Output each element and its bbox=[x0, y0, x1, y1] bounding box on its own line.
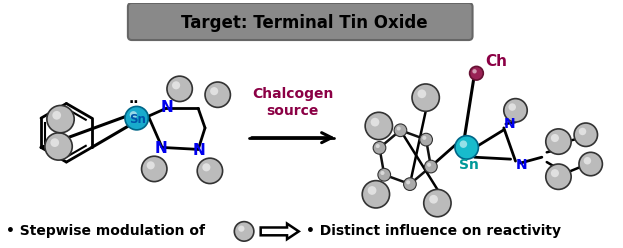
Circle shape bbox=[202, 163, 211, 171]
Circle shape bbox=[508, 103, 516, 111]
Circle shape bbox=[404, 178, 416, 190]
Text: N: N bbox=[504, 117, 515, 131]
Circle shape bbox=[205, 82, 231, 107]
Circle shape bbox=[551, 134, 559, 142]
Circle shape bbox=[47, 105, 74, 133]
Circle shape bbox=[45, 133, 72, 160]
Circle shape bbox=[378, 168, 391, 181]
Circle shape bbox=[210, 87, 218, 95]
Circle shape bbox=[420, 133, 432, 146]
Circle shape bbox=[546, 129, 571, 154]
Circle shape bbox=[197, 158, 222, 184]
Circle shape bbox=[460, 140, 467, 148]
Circle shape bbox=[130, 111, 137, 119]
Circle shape bbox=[362, 181, 389, 208]
Text: N: N bbox=[193, 143, 206, 158]
Circle shape bbox=[504, 99, 527, 122]
Text: Sn: Sn bbox=[459, 158, 478, 172]
Text: N: N bbox=[155, 141, 168, 156]
Circle shape bbox=[368, 186, 376, 195]
Circle shape bbox=[125, 106, 148, 130]
Circle shape bbox=[376, 144, 380, 148]
Circle shape bbox=[238, 225, 244, 232]
Circle shape bbox=[424, 160, 437, 173]
Circle shape bbox=[371, 118, 379, 126]
Circle shape bbox=[422, 136, 426, 140]
Circle shape bbox=[455, 136, 478, 159]
Circle shape bbox=[394, 124, 407, 137]
Text: • Stepwise modulation of: • Stepwise modulation of bbox=[6, 224, 210, 238]
Circle shape bbox=[546, 164, 571, 189]
Text: Ch: Ch bbox=[485, 54, 507, 69]
Circle shape bbox=[424, 189, 451, 217]
Circle shape bbox=[50, 138, 59, 147]
Circle shape bbox=[470, 66, 483, 80]
Circle shape bbox=[167, 76, 193, 101]
Text: Target: Terminal Tin Oxide: Target: Terminal Tin Oxide bbox=[181, 14, 428, 32]
Text: Sn: Sn bbox=[129, 113, 146, 126]
Circle shape bbox=[574, 123, 597, 147]
Polygon shape bbox=[260, 224, 299, 239]
Circle shape bbox=[397, 126, 401, 130]
Circle shape bbox=[172, 81, 180, 89]
Circle shape bbox=[579, 128, 586, 135]
Circle shape bbox=[146, 161, 155, 169]
Text: ··: ·· bbox=[128, 96, 139, 111]
Circle shape bbox=[234, 222, 254, 241]
Circle shape bbox=[412, 84, 439, 111]
Circle shape bbox=[52, 111, 61, 120]
Circle shape bbox=[551, 169, 559, 177]
Circle shape bbox=[579, 152, 602, 176]
Circle shape bbox=[381, 171, 384, 175]
Text: • Distinct influence on reactivity: • Distinct influence on reactivity bbox=[306, 224, 561, 238]
Circle shape bbox=[365, 112, 392, 140]
Circle shape bbox=[427, 163, 431, 167]
Circle shape bbox=[141, 156, 167, 182]
Circle shape bbox=[472, 69, 477, 73]
Circle shape bbox=[406, 180, 410, 184]
Text: Chalcogen
source: Chalcogen source bbox=[252, 87, 333, 118]
FancyBboxPatch shape bbox=[128, 3, 473, 40]
Circle shape bbox=[417, 90, 426, 98]
Circle shape bbox=[584, 157, 591, 164]
Text: N: N bbox=[161, 100, 173, 115]
Circle shape bbox=[429, 195, 438, 204]
Circle shape bbox=[373, 142, 386, 154]
Text: N: N bbox=[516, 158, 527, 172]
